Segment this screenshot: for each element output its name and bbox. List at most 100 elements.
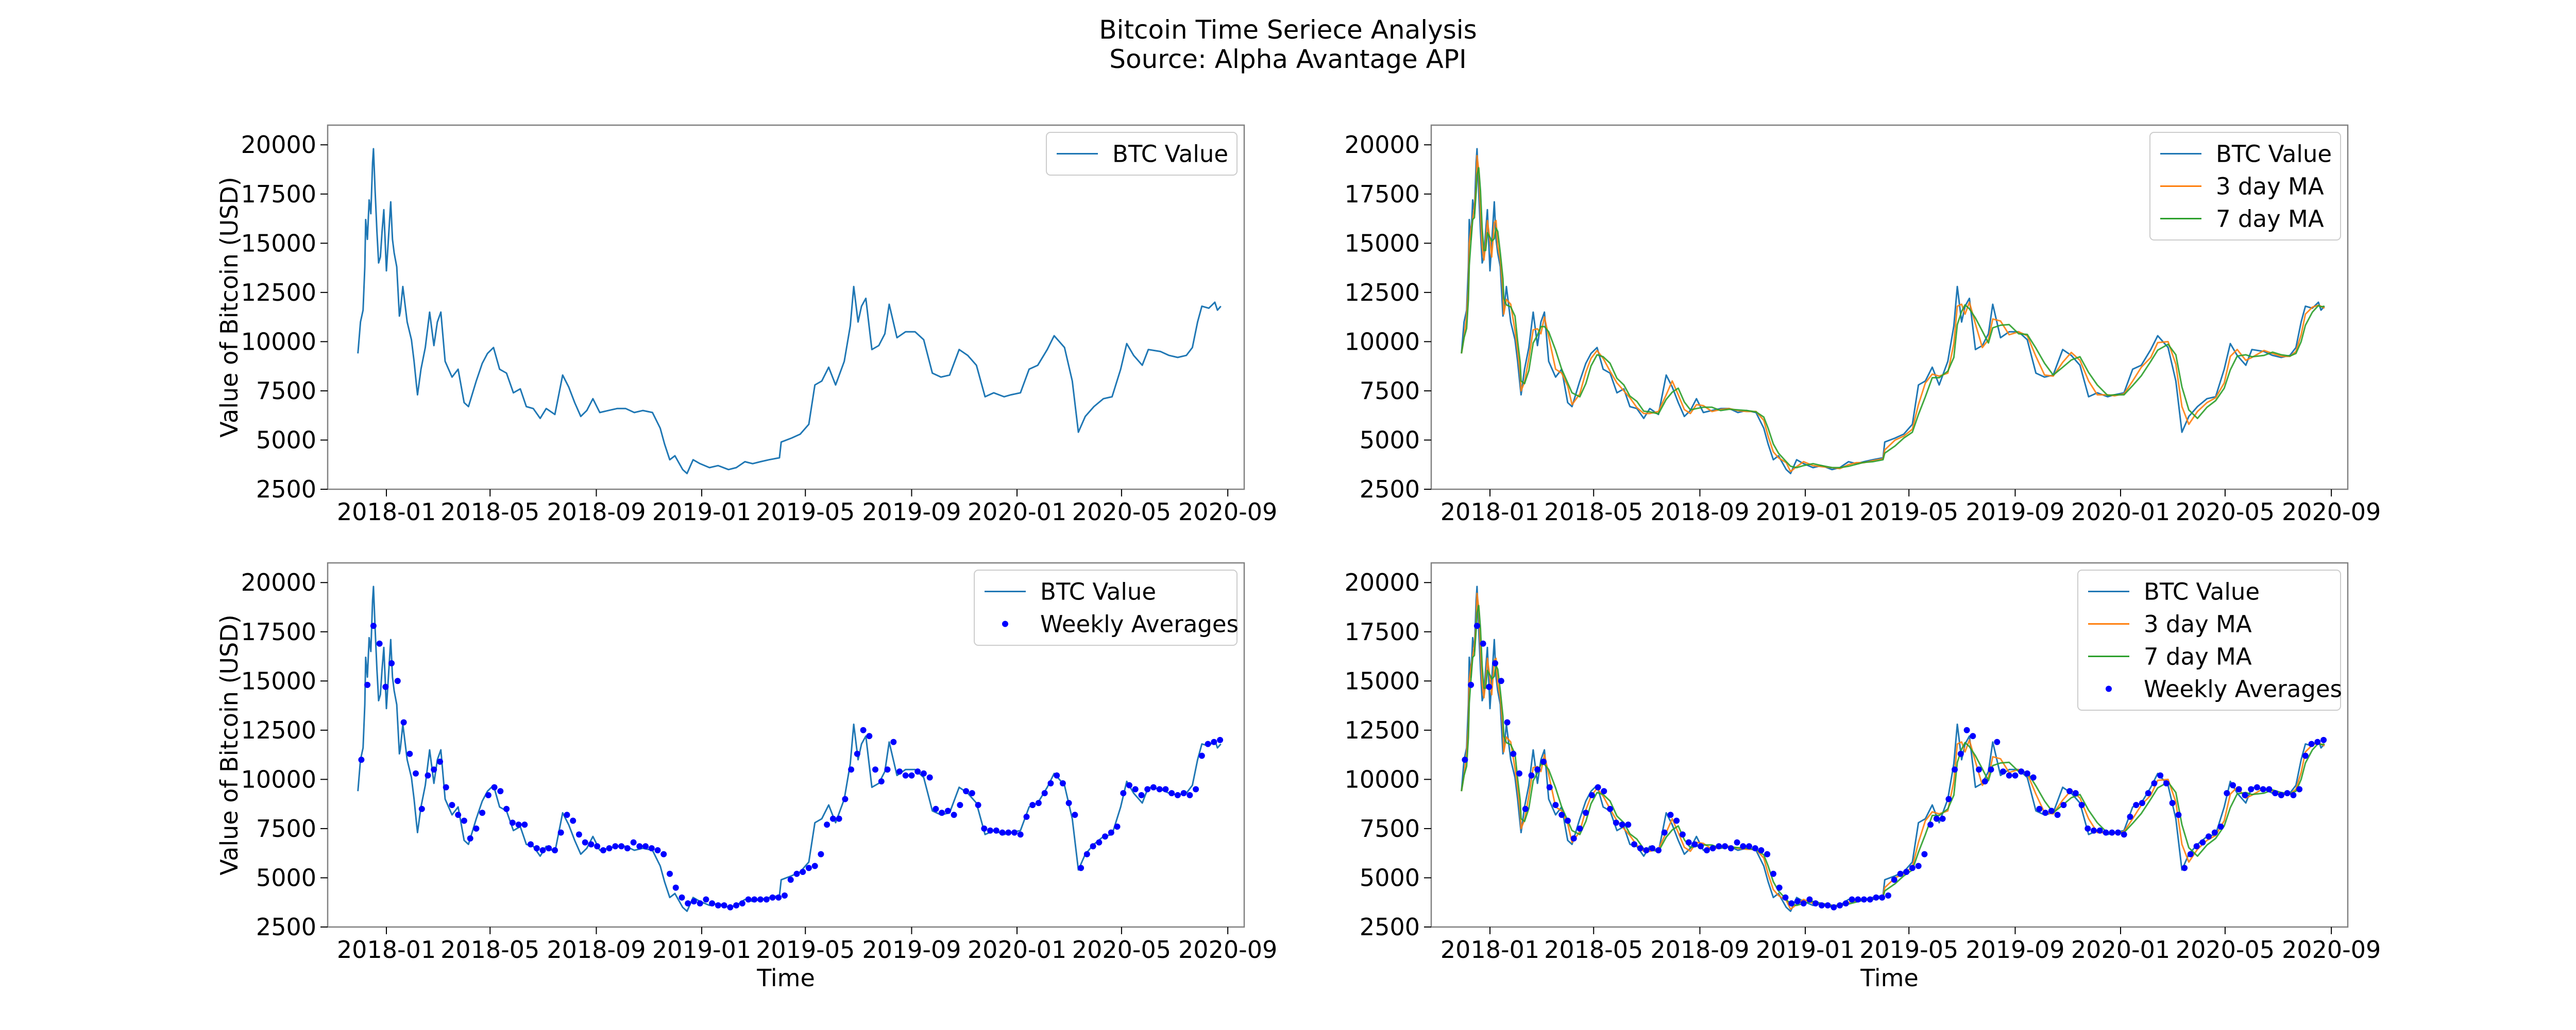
y-tick-label: 20000	[1345, 131, 1420, 159]
weekly-average-point	[1849, 896, 1855, 903]
weekly-average-point	[1498, 678, 1504, 684]
weekly-average-point	[2169, 800, 2176, 806]
weekly-average-point	[1837, 902, 1843, 908]
weekly-average-point	[2072, 790, 2079, 797]
weekly-average-point	[358, 757, 365, 763]
weekly-average-point	[2320, 736, 2327, 743]
y-tick-label: 15000	[1345, 667, 1420, 695]
weekly-average-point	[2060, 802, 2067, 809]
weekly-average-point	[1588, 792, 1595, 798]
legend-label-btc-value: BTC Value	[2216, 141, 2332, 168]
figure-title-line-1: Bitcoin Time Seriece Analysis	[1099, 15, 1477, 45]
weekly-average-point	[1054, 772, 1060, 779]
weekly-average-point	[733, 902, 740, 908]
weekly-average-point	[1867, 896, 1873, 903]
weekly-average-point	[2151, 780, 2158, 786]
weekly-average-point	[1138, 792, 1145, 798]
weekly-average-point	[2006, 772, 2012, 779]
x-tick-label: 2018-09	[547, 936, 646, 964]
x-tick-label: 2019-09	[862, 498, 961, 526]
weekly-average-point	[1661, 829, 1668, 836]
legend-frame	[974, 570, 1238, 646]
weekly-average-point	[2308, 741, 2315, 747]
y-tick-label: 20000	[241, 569, 316, 596]
weekly-average-point	[2078, 802, 2085, 809]
weekly-average-point	[606, 845, 613, 852]
weekly-average-point	[1818, 902, 1825, 908]
weekly-average-point	[1806, 896, 1813, 903]
x-tick-label: 2020-05	[1072, 498, 1171, 526]
x-tick-label: 2020-09	[2282, 498, 2381, 526]
weekly-average-point	[1522, 805, 1529, 812]
weekly-average-point	[394, 678, 401, 684]
y-tick-label: 7500	[256, 815, 316, 843]
weekly-average-point	[1685, 839, 1692, 846]
weekly-average-point	[376, 640, 383, 647]
legend: BTC Value Weekly Averages	[974, 570, 1239, 646]
weekly-average-point	[920, 770, 927, 777]
weekly-average-point	[497, 788, 504, 795]
y-tick-label: 10000	[1345, 765, 1420, 793]
weekly-average-point	[969, 790, 975, 797]
weekly-average-point	[400, 719, 407, 726]
x-tick-label: 2019-09	[1965, 936, 2064, 964]
weekly-average-point	[1072, 812, 1078, 818]
weekly-average-point	[957, 802, 963, 809]
weekly-average-point	[1691, 841, 1698, 848]
weekly-average-point	[388, 660, 395, 666]
weekly-average-point	[594, 843, 601, 850]
x-tick-label: 2020-01	[2071, 936, 2170, 964]
weekly-average-point	[981, 825, 988, 832]
weekly-average-point	[1957, 750, 1964, 757]
weekly-average-point	[697, 900, 703, 907]
weekly-average-point	[745, 896, 752, 903]
y-tick-label: 17500	[1345, 180, 1420, 208]
y-tick-label: 7500	[1360, 815, 1420, 843]
weekly-average-point	[2109, 829, 2115, 836]
y-tick-label: 2500	[256, 475, 316, 503]
weekly-average-point	[1963, 727, 1970, 733]
weekly-average-point	[926, 774, 933, 781]
weekly-average-point	[418, 805, 425, 812]
weekly-average-point	[1649, 845, 1656, 852]
weekly-average-point	[1855, 896, 1861, 903]
weekly-average-point	[805, 865, 812, 871]
weekly-average-point	[1174, 792, 1181, 798]
y-tick-label: 10000	[1345, 328, 1420, 355]
legend-label-weekly-averages: Weekly Averages	[1040, 611, 1239, 638]
weekly-average-point	[2048, 808, 2055, 814]
weekly-average-point	[1120, 790, 1127, 797]
y-tick-label: 20000	[1345, 569, 1420, 596]
weekly-average-point	[2193, 843, 2200, 850]
x-tick-label: 2019-05	[756, 498, 855, 526]
weekly-average-point	[1824, 902, 1831, 908]
legend-label-btc-value: BTC Value	[2144, 578, 2260, 606]
weekly-average-point	[2211, 829, 2218, 836]
weekly-average-point	[1698, 843, 1704, 850]
y-tick-label: 2500	[1360, 913, 1420, 941]
weekly-average-point	[636, 843, 643, 850]
weekly-average-point	[2302, 752, 2309, 759]
x-tick-label: 2019-01	[652, 498, 751, 526]
weekly-average-point	[2121, 831, 2127, 838]
weekly-average-point	[2157, 772, 2164, 779]
series-line-7-day-ma	[1461, 605, 2325, 906]
weekly-average-point	[2296, 786, 2303, 793]
x-tick-label: 2019-05	[1859, 936, 1958, 964]
weekly-average-point	[908, 772, 915, 779]
x-tick-label: 2020-01	[968, 936, 1066, 964]
weekly-average-point	[2163, 780, 2170, 786]
weekly-average-point	[1879, 894, 1886, 901]
weekly-average-point	[2133, 802, 2140, 809]
weekly-average-point	[431, 766, 437, 773]
x-tick-label: 2019-09	[1965, 498, 2064, 526]
weekly-average-point	[1709, 845, 1716, 852]
weekly-average-point	[557, 829, 564, 836]
legend-label-7-day-ma: 7 day MA	[2144, 643, 2252, 671]
weekly-average-point	[1933, 815, 1940, 822]
weekly-average-point	[1041, 790, 1048, 797]
weekly-average-point	[1831, 904, 1837, 911]
weekly-average-point	[660, 851, 667, 857]
weekly-average-point	[564, 812, 570, 818]
figure-title-line-2: Source: Alpha Avantage API	[1109, 44, 1466, 74]
